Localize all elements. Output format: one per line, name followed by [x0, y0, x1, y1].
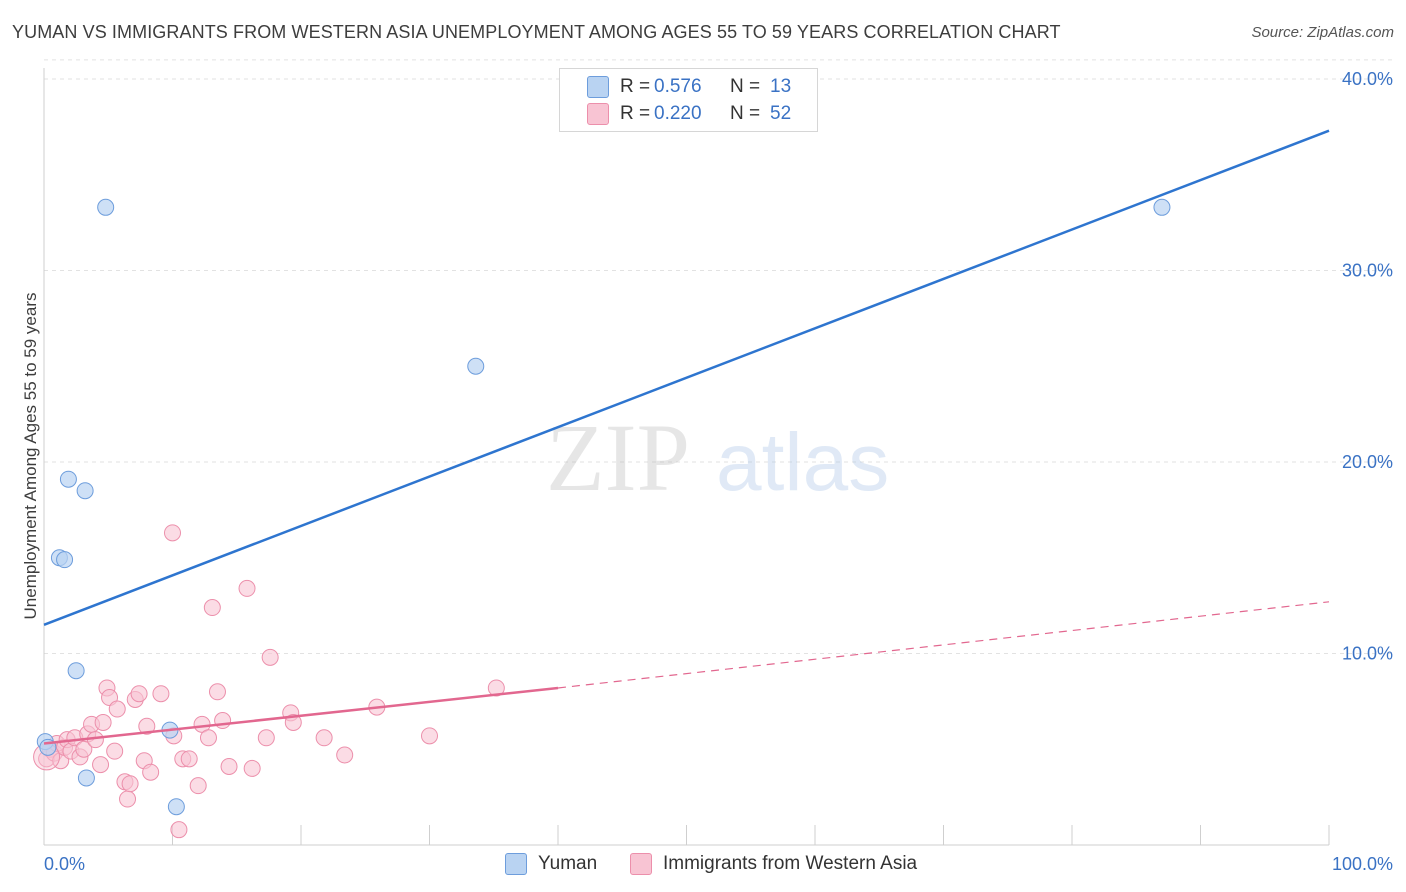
legend-r-value: 0.576 [654, 76, 702, 97]
data-point-yuman [76, 482, 94, 500]
data-point-yuman [467, 357, 485, 375]
data-point-immigrants [336, 746, 354, 764]
y-tick-label: 10.0% [1342, 644, 1393, 664]
data-point-immigrants [92, 756, 110, 774]
legend-swatch-immigrants [630, 853, 652, 875]
data-point-yuman [167, 798, 185, 816]
tick-labels: 10.0% 20.0% 30.0% 40.0% 0.0% 100.0% [44, 69, 1393, 874]
data-point-yuman [97, 198, 115, 216]
data-point-yuman [77, 769, 95, 787]
legend-swatch-immigrants [587, 103, 609, 125]
x-tick-label: 100.0% [1332, 854, 1393, 874]
data-point-immigrants [108, 700, 126, 718]
data-point-immigrants [164, 524, 181, 542]
data-point-immigrants [203, 599, 221, 617]
axes [43, 68, 1330, 846]
legend-n-label: N = [730, 76, 761, 97]
data-point-immigrants [315, 729, 333, 747]
data-point-immigrants [106, 742, 124, 760]
data-point-immigrants [180, 750, 198, 768]
data-point-immigrants [152, 685, 170, 703]
legend-swatch-yuman [587, 76, 609, 98]
legend-label-immigrants: Immigrants from Western Asia [663, 853, 918, 874]
trend-line-immigrants [43, 686, 559, 745]
legend-r-value: 0.220 [654, 103, 702, 124]
y-tick-label: 20.0% [1342, 452, 1393, 472]
data-point-immigrants [142, 763, 160, 781]
watermark-atlas: atlas [716, 417, 889, 508]
data-point-immigrants [189, 777, 207, 795]
data-point-yuman [67, 662, 85, 680]
legend-n-label: N = [730, 103, 761, 124]
data-point-immigrants [261, 648, 279, 666]
source-label: Source: ZipAtlas.com [1251, 24, 1394, 41]
watermark-zip: ZIP [546, 404, 690, 511]
data-point-immigrants [220, 757, 238, 775]
legend-r-label: R = [620, 76, 651, 97]
data-point-immigrants [130, 685, 148, 703]
trend-extension-immigrants [557, 601, 1330, 689]
data-point-immigrants [208, 683, 226, 701]
watermark: ZIP atlas [546, 404, 889, 511]
legend-stats: R = 0.576 N = 13 R = 0.220 N = 52 [559, 68, 818, 132]
y-tick-label: 40.0% [1342, 69, 1393, 89]
data-point-immigrants [421, 727, 438, 745]
trend-line-yuman [43, 129, 1330, 626]
legend-n-value: 52 [770, 103, 792, 124]
legend-label-yuman: Yuman [538, 853, 598, 874]
data-point-immigrants [238, 579, 256, 597]
data-point-immigrants [119, 790, 137, 808]
data-point-immigrants [138, 717, 156, 735]
data-point-immigrants [199, 729, 217, 747]
gridlines [44, 59, 1392, 654]
trend-lines [43, 129, 1330, 745]
legend-swatch-yuman [505, 853, 527, 875]
immigrants-points [33, 524, 505, 839]
data-point-yuman [1153, 198, 1171, 216]
data-point-immigrants [170, 821, 188, 839]
data-point-immigrants [487, 679, 505, 697]
x-tick-label: 0.0% [44, 854, 85, 874]
data-point-immigrants [121, 775, 139, 793]
data-point-immigrants [257, 729, 275, 747]
data-point-immigrants [284, 713, 302, 731]
chart-title: YUMAN VS IMMIGRANTS FROM WESTERN ASIA UN… [12, 22, 1061, 42]
data-point-immigrants [214, 712, 232, 730]
data-point-immigrants [243, 759, 261, 777]
data-point-yuman [59, 470, 77, 488]
data-point-yuman [56, 551, 74, 569]
legend-n-value: 13 [770, 76, 792, 97]
legend-r-label: R = [620, 103, 651, 124]
y-axis-label: Unemployment Among Ages 55 to 59 years [21, 292, 40, 620]
y-tick-label: 30.0% [1342, 261, 1393, 281]
data-point-immigrants [94, 713, 112, 731]
